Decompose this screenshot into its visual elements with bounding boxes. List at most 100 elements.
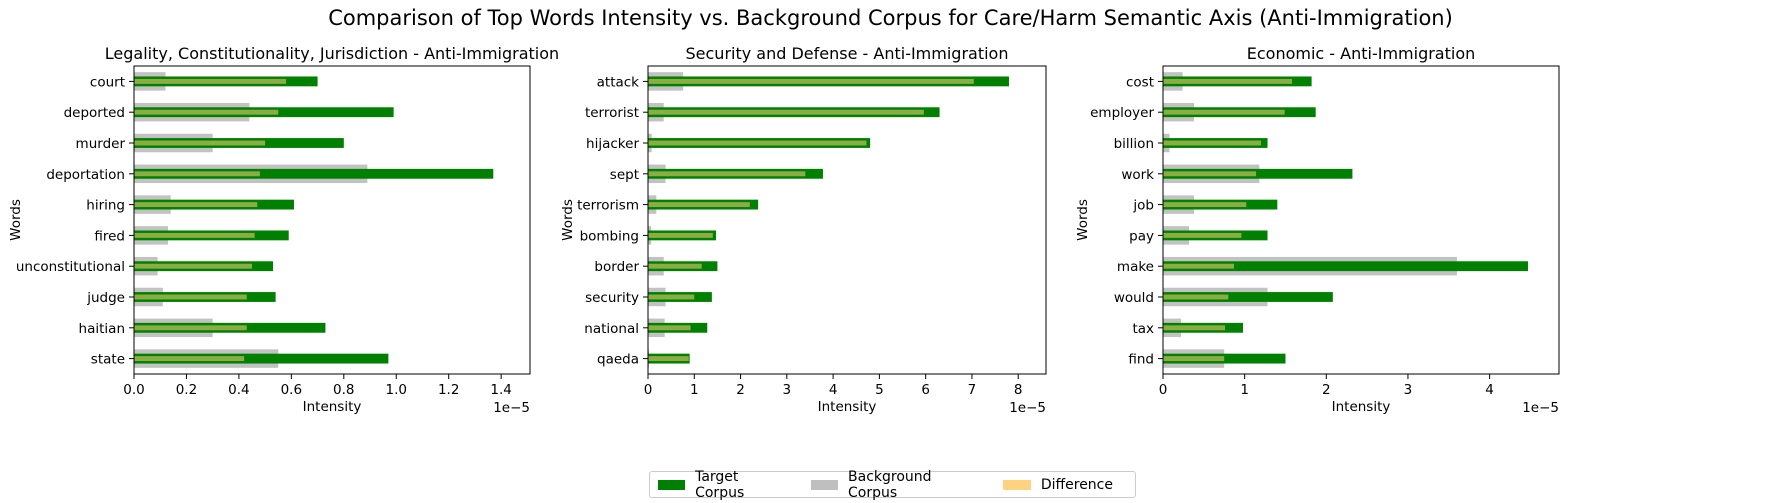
y-tick-label: national [584, 321, 639, 337]
difference-bar [648, 263, 702, 269]
y-tick-label: court [90, 74, 125, 90]
charts-canvas: court deported murder deportation hiring fire… [8, 44, 1560, 416]
x-tick-label: 1.2 [438, 382, 459, 398]
x-tick-label: 1 [1240, 382, 1249, 398]
y-tick-label: security [585, 290, 639, 306]
y-tick-label: hijacker [586, 136, 639, 152]
x-axis-label: Intensity [818, 399, 877, 415]
x-tick-label: 3 [783, 382, 792, 398]
x-tick-label: 5 [875, 382, 884, 398]
legend-label-difference: Difference [1040, 476, 1113, 493]
difference-bar [134, 109, 279, 115]
y-tick-label: would [1114, 290, 1154, 306]
axes-frame [133, 65, 531, 375]
difference-bar [134, 78, 287, 84]
y-tick-label: qaeda [597, 352, 639, 368]
y-axis-label: Words [8, 199, 24, 241]
difference-bar [1163, 263, 1235, 269]
x-axis-label: Intensity [1332, 399, 1391, 415]
y-tick-label: deported [64, 105, 125, 121]
x-axis-label: Intensity [303, 399, 362, 415]
difference-bar [648, 356, 689, 362]
target-bar [134, 353, 389, 364]
difference-bar [134, 356, 245, 362]
x-tick-label: 1.0 [386, 382, 407, 398]
difference-bar [648, 232, 713, 238]
y-tick-label: work [1121, 167, 1154, 183]
difference-bar [134, 140, 266, 146]
difference-bar [648, 171, 806, 177]
x-offset-text: 1e−5 [493, 400, 530, 416]
difference-bar [134, 171, 260, 177]
y-tick-label: murder [76, 136, 126, 152]
x-tick-label: 0 [644, 382, 653, 398]
x-tick-label: 1.4 [490, 382, 511, 398]
y-tick-label: haitian [79, 321, 125, 337]
difference-bar [134, 263, 253, 269]
y-axis-label: Words [560, 199, 576, 241]
y-tick-label: employer [1090, 105, 1154, 121]
subplot-title: Economic - Anti-Immigration [1247, 44, 1476, 63]
x-tick-label: 4 [1485, 382, 1494, 398]
target-bar [134, 168, 494, 179]
y-tick-label: deportation [46, 167, 125, 183]
difference-bar [648, 140, 867, 146]
x-tick-label: 0.0 [123, 382, 144, 398]
difference-bar [1163, 78, 1293, 84]
target-bar [1163, 168, 1353, 179]
target-bar [1163, 292, 1333, 302]
difference-bar [648, 202, 750, 208]
difference-bar [1163, 325, 1226, 331]
y-tick-label: fired [94, 228, 125, 244]
x-tick-label: 3 [1404, 382, 1413, 398]
difference-bar [648, 294, 695, 300]
y-tick-label: unconstitutional [16, 259, 125, 275]
y-tick-label: terrorism [577, 198, 639, 214]
x-tick-label: 0.8 [333, 382, 354, 398]
y-tick-label: hiring [86, 198, 125, 214]
legend: Target Corpus Background Corpus Differen… [649, 468, 1136, 501]
x-tick-label: 0.4 [228, 382, 249, 398]
legend-swatch-difference [1002, 479, 1031, 490]
y-axis-label: Words [1075, 199, 1091, 241]
difference-bar [1163, 202, 1247, 208]
x-tick-label: 6 [921, 382, 930, 398]
difference-bar [134, 325, 247, 331]
subplot-title: Legality, Constitutionality, Jurisdictio… [105, 44, 559, 63]
x-tick-label: 0 [1159, 382, 1168, 398]
difference-bar [1163, 232, 1242, 238]
difference-bar [134, 294, 247, 300]
difference-bar [1163, 140, 1261, 146]
difference-bar [1163, 356, 1225, 362]
difference-bar [648, 78, 974, 84]
x-tick-label: 4 [829, 382, 838, 398]
y-tick-label: bombing [580, 228, 639, 244]
y-tick-label: billion [1114, 136, 1154, 152]
y-tick-label: sept [610, 167, 639, 183]
difference-bar [1163, 171, 1257, 177]
legend-label-target: Target Corpus [695, 468, 745, 501]
y-tick-label: state [91, 352, 125, 368]
axes-frame [647, 65, 1047, 375]
y-tick-label: make [1117, 259, 1154, 275]
y-tick-label: job [1132, 198, 1154, 214]
legend-item-target: Target Corpus [658, 469, 789, 501]
x-tick-label: 2 [1322, 382, 1331, 398]
y-tick-label: find [1128, 352, 1154, 368]
x-tick-label: 0.2 [176, 382, 197, 398]
y-tick-label: cost [1126, 74, 1154, 90]
y-tick-label: border [594, 259, 639, 275]
axes-frame [1162, 65, 1560, 375]
difference-bar [1163, 109, 1285, 115]
y-tick-label: attack [597, 74, 640, 90]
difference-bar [648, 109, 924, 115]
figure-title: Comparison of Top Words Intensity vs. Ba… [328, 6, 1453, 30]
y-tick-label: pay [1129, 228, 1154, 244]
legend-label-background: Background Corpus [848, 468, 932, 501]
difference-bar [648, 325, 691, 331]
target-bar [1163, 261, 1528, 272]
subplot-title: Security and Defense - Anti-Immigration [686, 44, 1009, 63]
difference-bar [134, 232, 255, 238]
y-tick-label: tax [1132, 321, 1154, 337]
y-tick-label: terrorist [585, 105, 639, 121]
